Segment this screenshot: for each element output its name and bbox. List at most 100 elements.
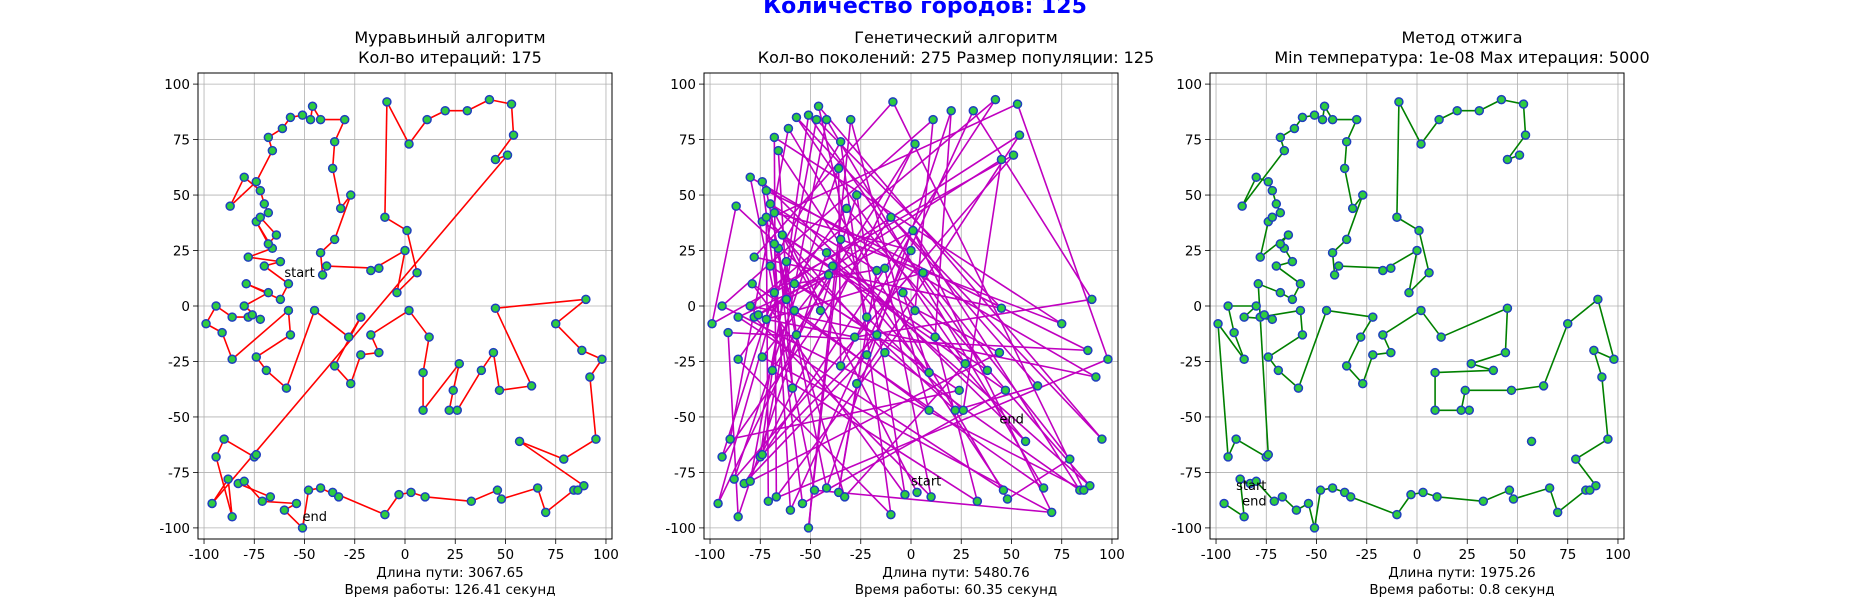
city-point [217,327,227,338]
y-tick-label: 100 [670,77,696,93]
x-tick-label: 50 [1509,547,1526,563]
y-tick-label: 0 [1193,299,1202,315]
route-segment [717,274,830,504]
route-segment [492,352,501,391]
y-tick-label: 75 [173,133,190,149]
route-segment [1511,385,1544,392]
city-point [1478,496,1489,507]
city-point [1277,492,1288,502]
city-point [1239,512,1249,522]
route-segment [1542,323,1569,387]
city-point [1357,190,1368,200]
city-point [490,154,501,165]
city-point [1502,154,1513,165]
panel-title: Генетический алгоритм [854,28,1058,47]
city-point [996,303,1007,313]
route-segment [914,119,934,311]
city-point [733,312,743,322]
city-point [1589,345,1599,356]
y-tick-label: -50 [168,410,190,426]
route-segment [1522,104,1527,136]
city-point [285,330,296,340]
end-label: end [303,510,328,525]
city-point [1329,270,1340,280]
city-point [1297,112,1308,123]
city-point [1474,105,1485,116]
route-segment [555,298,587,325]
route-segment [396,250,406,293]
y-tick-label: 75 [1185,133,1202,149]
city-point [532,483,543,493]
y-tick-label: 50 [679,188,696,204]
x-tick-label: 0 [401,547,410,563]
city-point [1020,436,1031,447]
city-point [424,332,434,342]
route-segment [737,252,828,518]
city-point [283,279,294,289]
runtime-label: Время работы: 60.35 секунд [854,582,1058,598]
city-point [1406,489,1416,500]
route-segment [711,205,737,324]
city-point [1263,176,1274,187]
y-tick-label: -25 [674,354,696,370]
city-point [239,301,249,311]
city-point [247,310,258,320]
route-segment [777,150,1005,491]
city-point [731,201,741,211]
city-point [815,305,826,316]
city-point [845,114,856,125]
city-point [1597,372,1607,382]
city-point [862,350,872,360]
route-segment [245,283,281,301]
start-label: start [1236,479,1266,494]
city-point [994,347,1005,358]
x-tick-label: -50 [799,547,821,563]
city-point [872,265,882,276]
city-point [880,263,890,274]
city-point [791,330,802,340]
city-point [1347,203,1358,214]
y-tick-label: 50 [173,188,190,204]
route-segment [1408,250,1418,293]
city-point [452,405,463,416]
route-segment [751,283,1045,489]
y-tick-label: 25 [1185,244,1202,260]
city-point [717,452,727,462]
city-point [241,279,251,289]
city-point [1500,347,1511,358]
route-segment [1345,194,1364,240]
route-segment [737,316,1004,491]
city-point [440,105,450,116]
route-segment [494,307,533,387]
city-point [488,347,499,358]
city-point [404,139,414,149]
city-point [926,492,936,502]
y-tick-label: -100 [159,521,190,537]
city-point [514,436,525,447]
city-point [821,114,832,125]
route-segment [761,103,1018,223]
city-point [448,385,458,396]
route-segment [422,336,430,373]
route-segment [211,478,229,504]
city-point [207,498,217,509]
city-point [223,474,233,484]
city-point [492,485,503,495]
city-point [366,330,376,340]
city-point [267,145,278,156]
route-segment [211,154,509,505]
city-point [496,494,507,504]
route-segment [519,440,585,487]
city-point [769,239,780,249]
city-point [1520,130,1531,140]
route-segment [285,310,316,389]
city-point [1414,225,1424,236]
x-tick-label: 50 [497,547,514,563]
route-segment [1437,496,1484,503]
city-point [1087,294,1097,305]
panel-title: Метод отжига [1401,28,1523,47]
city-point [707,319,717,329]
city-point [769,208,780,218]
city-point [835,361,846,371]
route-segment [912,230,1081,491]
